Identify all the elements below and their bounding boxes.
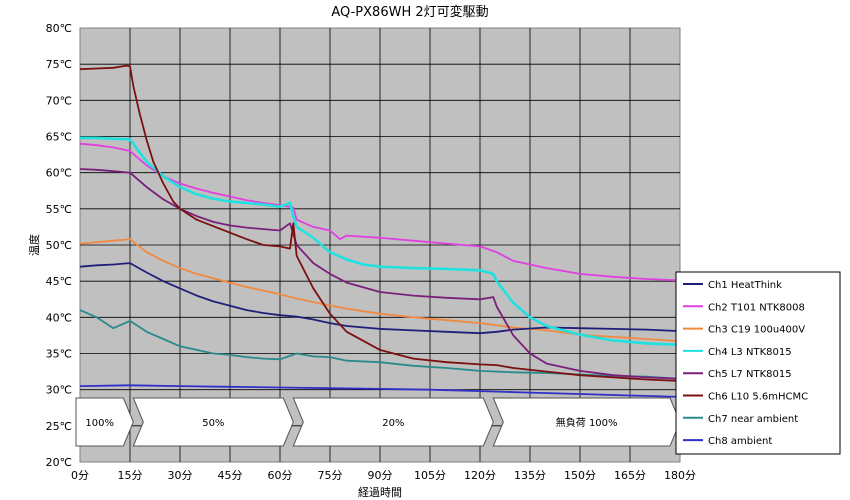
x-tick-label: 180分 (664, 469, 696, 482)
x-tick-label: 120分 (464, 469, 496, 482)
legend-label: Ch7 near ambient (708, 414, 798, 425)
x-tick-label: 30分 (168, 469, 193, 482)
y-tick-label: 55℃ (46, 203, 72, 216)
series-line-ch4 (80, 136, 681, 347)
x-tick-label: 0分 (71, 469, 89, 482)
series-line-ch5 (79, 168, 681, 380)
phase-arrow (492, 397, 681, 447)
x-tick-label: 150分 (564, 469, 596, 482)
phase-band: 100% 50% 20% 無負荷 100% (75, 397, 681, 447)
legend-label: Ch6 L10 5.6mHCMC (708, 392, 808, 403)
series-line-ch3 (79, 238, 681, 343)
x-tick-label: 60分 (268, 469, 293, 482)
y-tick-label: 20℃ (46, 456, 72, 469)
series-line-ch6 (79, 64, 681, 382)
y-tick-label: 40℃ (46, 311, 72, 324)
legend-label: Ch3 C19 100u400V (708, 325, 805, 336)
y-axis-label: 温度 (27, 234, 41, 256)
x-tick-label: 45分 (218, 469, 243, 482)
series-lines (79, 64, 681, 398)
y-tick-label: 80℃ (46, 22, 72, 35)
phase-label: 20% (382, 418, 404, 429)
legend: Ch1 HeatThink Ch2 T101 NTK8008 Ch3 C19 100… (675, 271, 841, 455)
series-line-ch7 (79, 309, 681, 380)
legend-label: Ch2 T101 NTK8008 (708, 302, 805, 313)
x-axis-label: 経過時間 (358, 486, 402, 499)
y-tick-label: 70℃ (46, 94, 72, 107)
phase-arrow (75, 397, 134, 447)
x-tick-label: 15分 (118, 469, 143, 482)
legend-items: Ch1 HeatThink Ch2 T101 NTK8008 Ch3 C19 100… (683, 280, 808, 447)
y-tick-label: 50℃ (46, 239, 72, 252)
y-tick-label: 75℃ (46, 58, 72, 71)
phase-label: 50% (202, 418, 224, 429)
phase-arrow (292, 397, 494, 447)
chart-title: AQ-PX86WH 2灯可変駆動 (331, 4, 488, 20)
x-tick-label: 165分 (614, 469, 646, 482)
x-tick-label: 105分 (414, 469, 446, 482)
y-axis-ticks: 20℃ 25℃ 30℃ 35℃ 40℃ 45℃ 50℃ 55℃ 60℃ 65℃ 70℃ 75℃ 80℃ (46, 22, 72, 469)
legend-label: Ch4 L3 NTK8015 (708, 347, 792, 358)
y-tick-label: 25℃ (46, 420, 72, 433)
phase-label: 100% (85, 418, 114, 429)
legend-label: Ch1 HeatThink (708, 280, 782, 291)
legend-label: Ch5 L7 NTK8015 (708, 369, 792, 380)
legend-label: Ch8 ambient (708, 436, 772, 447)
legend-box (675, 271, 841, 455)
series-line-ch8 (79, 384, 681, 398)
y-tick-label: 45℃ (46, 275, 72, 288)
y-tick-label: 60℃ (46, 167, 72, 180)
series-line-ch1 (79, 262, 681, 335)
x-tick-label: 135分 (514, 469, 546, 482)
x-tick-label: 75分 (318, 469, 343, 482)
phase-label: 無負荷 100% (556, 416, 618, 429)
y-tick-label: 30℃ (46, 384, 72, 397)
x-axis-ticks: 0分 15分 30分 45分 60分 75分 90分 105分 120分 135分 150分 165分… (71, 469, 696, 482)
y-tick-label: 35℃ (46, 348, 72, 361)
phase-arrow (132, 397, 294, 447)
x-tick-label: 90分 (368, 469, 393, 482)
y-tick-label: 65℃ (46, 131, 72, 144)
